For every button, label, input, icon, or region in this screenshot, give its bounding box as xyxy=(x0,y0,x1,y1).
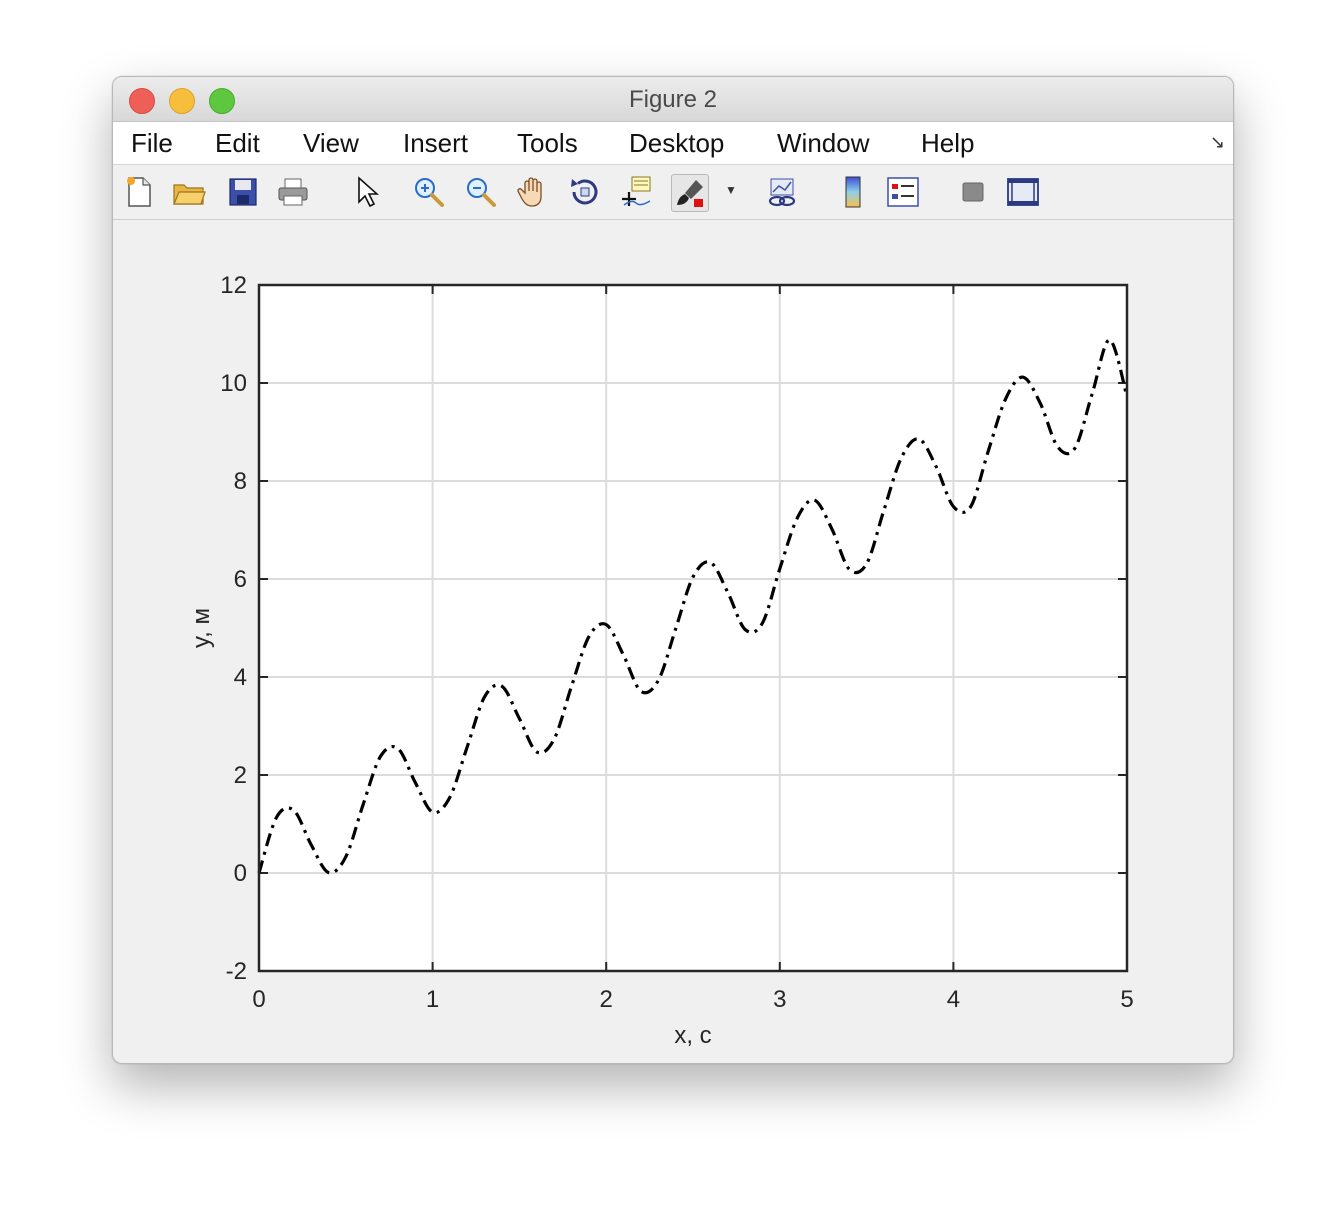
x-tick-label: 4 xyxy=(947,986,960,1013)
colorbar-icon[interactable] xyxy=(835,174,871,210)
y-tick-label: 10 xyxy=(220,370,247,397)
pan-hand-icon[interactable] xyxy=(515,174,551,210)
zoom-in-icon[interactable] xyxy=(411,174,447,210)
zoom-out-icon[interactable] xyxy=(463,174,499,210)
brush-icon[interactable] xyxy=(671,174,709,212)
figure-toolbar: ▼ xyxy=(113,165,1233,220)
zoom-window-button[interactable] xyxy=(209,88,235,114)
y-tick-label: 8 xyxy=(234,468,247,495)
menu-view[interactable]: View xyxy=(303,128,359,158)
series-line xyxy=(257,338,1129,875)
link-plot-icon[interactable] xyxy=(765,174,801,210)
menu-desktop[interactable]: Desktop xyxy=(629,128,725,158)
y-tick-label: 4 xyxy=(234,664,247,691)
menu-bar: File Edit View Insert Tools Desktop Wind… xyxy=(113,122,1233,165)
pointer-icon[interactable] xyxy=(347,174,383,210)
x-tick-label: 2 xyxy=(600,986,613,1013)
data-cursor-icon[interactable] xyxy=(619,174,655,210)
x-tick-label: 5 xyxy=(1120,986,1133,1013)
plot-area: 0 1 2 3 4 5 -2 0 2 4 6 8 10 12 x, c y, м xyxy=(113,220,1233,1063)
window-title: Figure 2 xyxy=(628,86,718,113)
dock-arrow-icon[interactable]: ↘ xyxy=(1209,132,1225,152)
figure-window: Figure 2 File Edit View Insert Tools Des… xyxy=(112,76,1234,1064)
legend-icon[interactable] xyxy=(885,174,921,210)
x-axis-label: x, c xyxy=(674,1022,711,1049)
y-axis-label: y, м xyxy=(188,608,215,648)
hide-tools-icon[interactable] xyxy=(955,174,991,210)
y-tick-label: 0 xyxy=(234,860,247,887)
menu-insert[interactable]: Insert xyxy=(403,128,469,158)
minimize-window-button[interactable] xyxy=(169,88,195,114)
menu-file[interactable]: File xyxy=(131,128,173,158)
y-tick-label: 12 xyxy=(220,272,247,299)
y-tick-label: 6 xyxy=(234,566,247,593)
y-tick-label: 2 xyxy=(234,762,247,789)
show-tools-icon[interactable] xyxy=(1005,174,1041,210)
y-tick-label: -2 xyxy=(226,958,247,985)
menu-edit[interactable]: Edit xyxy=(215,128,260,158)
rotate-3d-icon[interactable] xyxy=(567,174,603,210)
menu-window[interactable]: Window xyxy=(777,128,870,158)
x-tick-label: 3 xyxy=(773,986,786,1013)
x-tick-label: 1 xyxy=(426,986,439,1013)
x-tick-label: 0 xyxy=(252,986,265,1013)
brush-dropdown-icon[interactable]: ▼ xyxy=(725,183,737,197)
new-figure-icon[interactable] xyxy=(121,174,157,210)
menu-tools[interactable]: Tools xyxy=(517,128,578,158)
menu-help[interactable]: Help xyxy=(921,128,975,158)
axes-background[interactable] xyxy=(259,285,1127,971)
close-window-button[interactable] xyxy=(129,88,155,114)
save-icon[interactable] xyxy=(225,174,261,210)
title-bar[interactable]: Figure 2 xyxy=(113,77,1233,122)
open-file-icon[interactable] xyxy=(171,174,207,210)
print-icon[interactable] xyxy=(275,174,311,210)
axes-frame xyxy=(257,283,1129,973)
